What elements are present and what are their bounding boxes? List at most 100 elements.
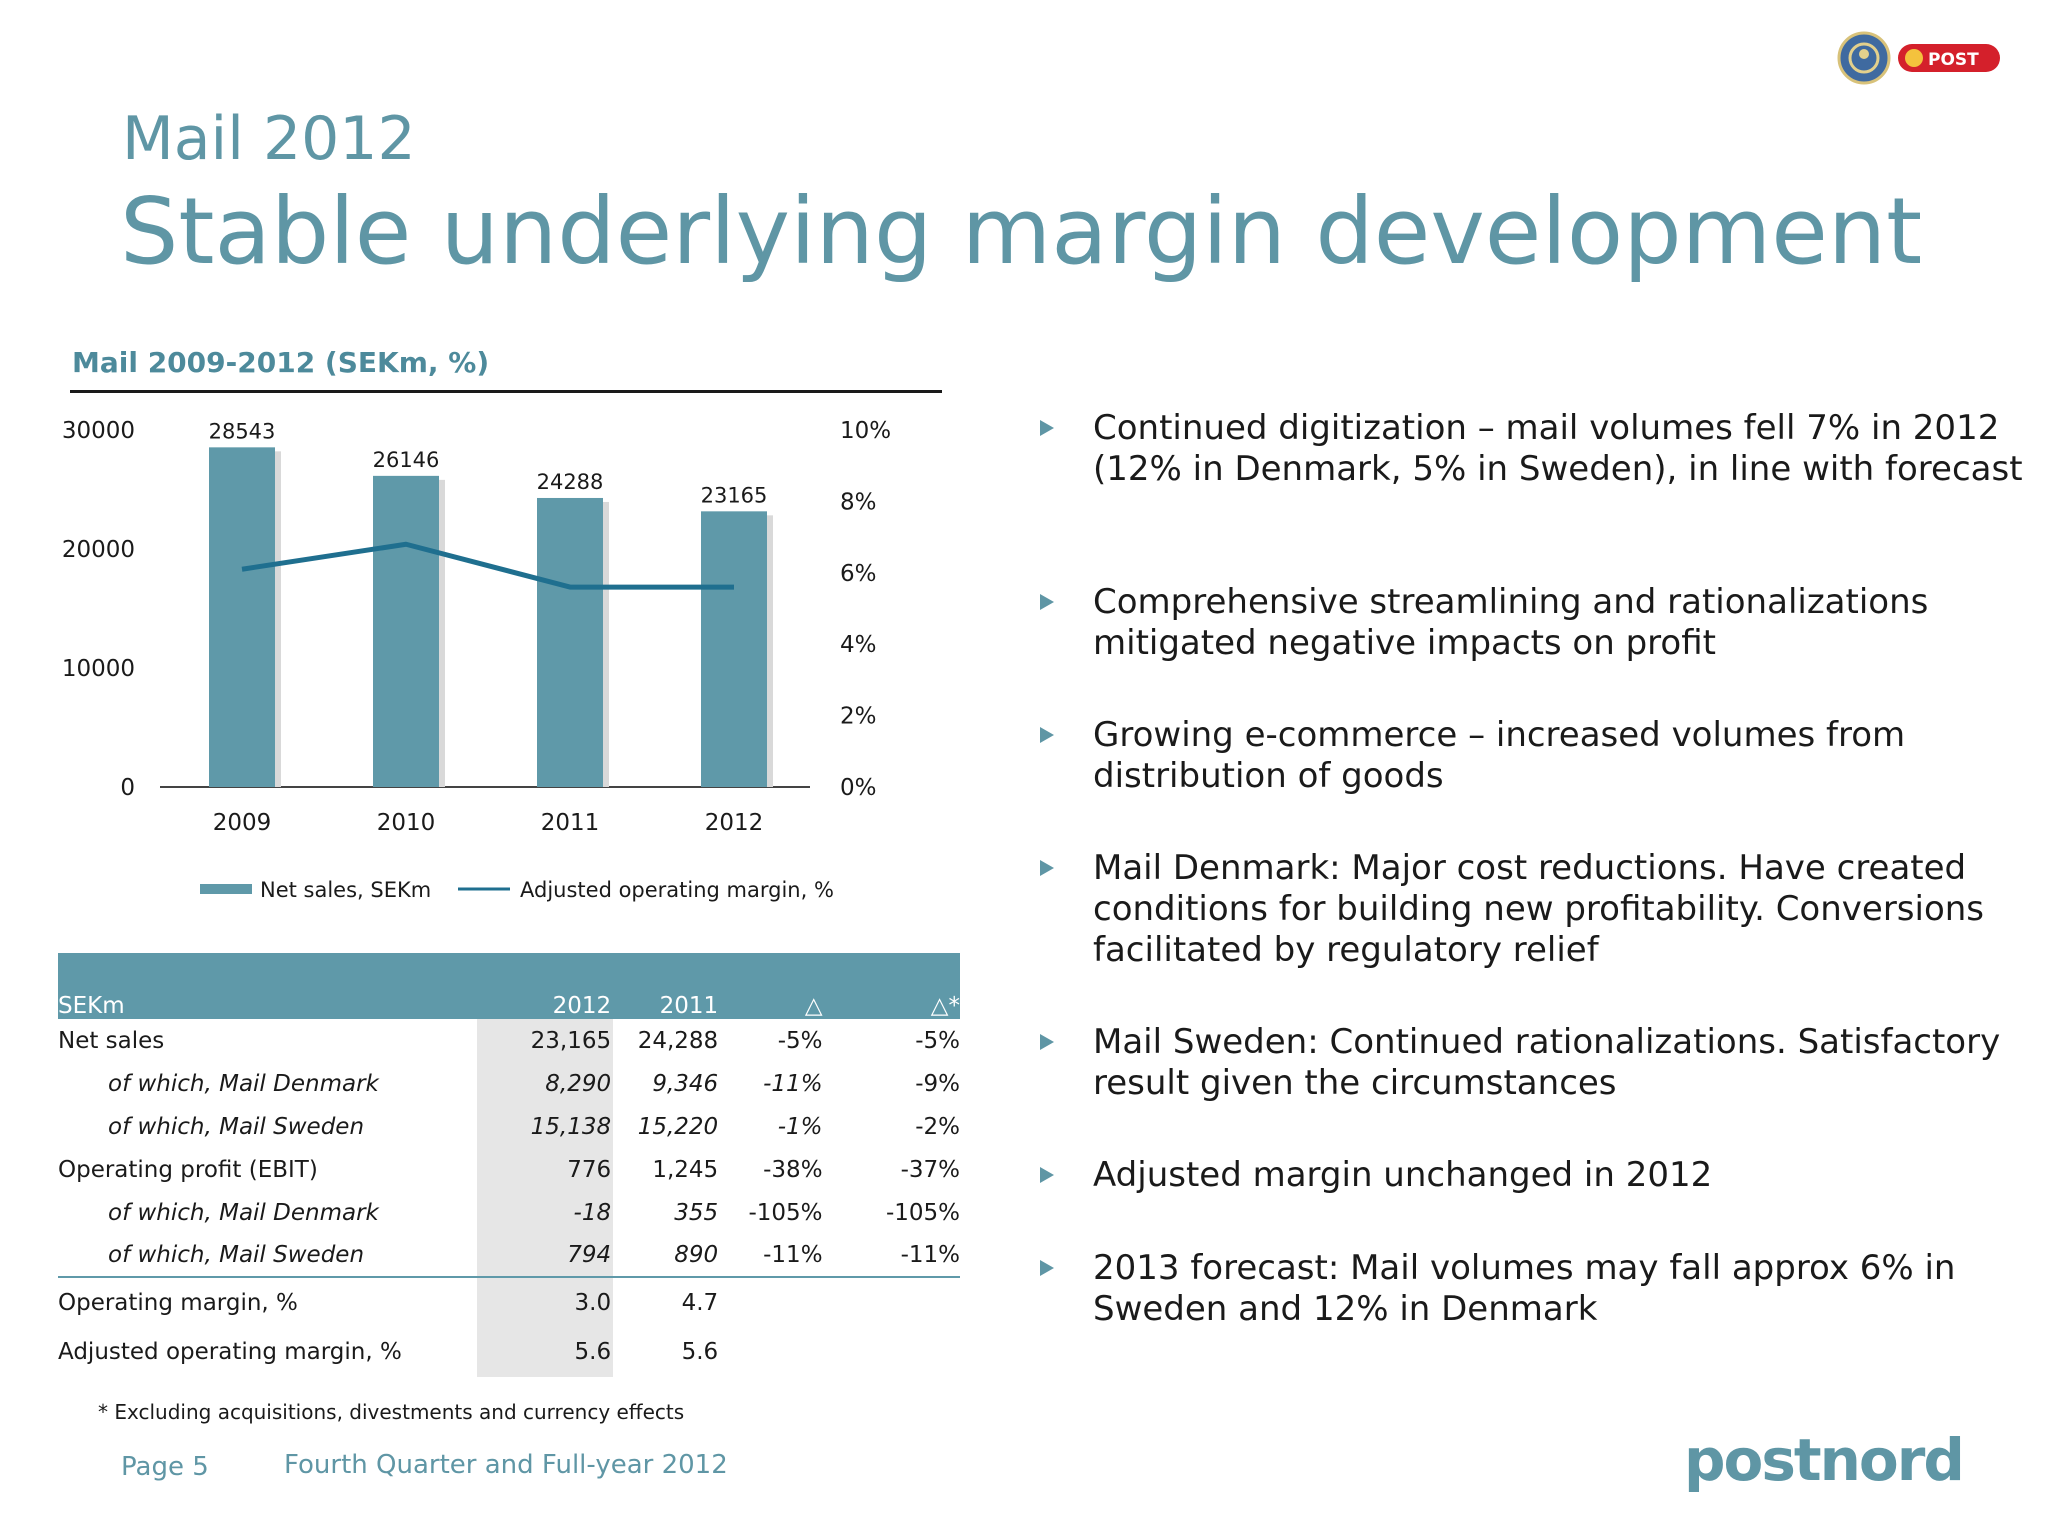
slide-supertitle: Mail 2012 (122, 104, 416, 174)
row-label: Operating profit (EBIT) (58, 1156, 318, 1183)
bar-value-label: 28543 (209, 419, 276, 443)
y-left-tick-label: 0 (120, 775, 135, 801)
y-right-tick-label: 10% (840, 418, 891, 444)
cell-change-adjusted: -105% (885, 1199, 960, 1226)
y-right-tick-label: 2% (840, 704, 877, 730)
x-tick-label: 2009 (213, 810, 272, 836)
y-left-tick-label: 30000 (62, 418, 135, 444)
cell-2012: 15,138 (476, 1105, 614, 1148)
table-row: of which, Mail Sweden 15,138 15,220 -1% … (58, 1105, 960, 1148)
cell-change-adjusted: -2% (915, 1113, 960, 1140)
cell-change: -11% (718, 1234, 823, 1278)
cell-change-adjusted: -11% (822, 1234, 960, 1278)
row-label: of which, Mail Sweden (108, 1113, 365, 1140)
footer-report-title: Fourth Quarter and Full-year 2012 (284, 1450, 728, 1480)
table-row: of which, Mail Sweden 794 890 -11% -11% (58, 1234, 960, 1278)
post-danmark-logo: POST (1898, 44, 2000, 72)
cell-2012: 23,165 (476, 1019, 614, 1062)
y-left-tick-label: 10000 (62, 656, 135, 682)
heading-divider (70, 390, 942, 393)
bullet-text: Continued digitization – mail volumes fe… (1093, 408, 2023, 489)
header-2011: 2011 (613, 953, 719, 1019)
cell-2012: -18 (476, 1191, 614, 1234)
cell-2012: 5.6 (476, 1327, 614, 1377)
cell-change-adjusted: -5% (915, 1027, 960, 1054)
page-number: Page 5 (121, 1452, 209, 1482)
bar (701, 511, 767, 787)
cell-2012: 794 (476, 1234, 614, 1278)
table-header-row: SEKm 2012 2011 △ △* (58, 953, 960, 1019)
cell-change-adjusted: -9% (915, 1070, 960, 1097)
cell-2011: 9,346 (652, 1070, 719, 1097)
row-label: Adjusted operating margin, % (58, 1339, 402, 1365)
cell-2011: 1,245 (652, 1156, 719, 1183)
financial-table: SEKm 2012 2011 △ △* Net sales 23,165 24,… (58, 953, 960, 1377)
bar-value-label: 24288 (537, 470, 604, 494)
header-change: △ (718, 953, 823, 1019)
cell-2011: 355 (674, 1199, 719, 1226)
bullet-text: Adjusted margin unchanged in 2012 (1093, 1155, 1713, 1195)
bullet-text: Mail Sweden: Continued rationalizations.… (1093, 1022, 2001, 1103)
legend-bar-label: Net sales, SEKm (260, 878, 431, 902)
x-tick-label: 2011 (541, 810, 600, 836)
postnord-logo: postnord (1684, 1426, 1965, 1494)
cell-change-adjusted (823, 1327, 960, 1377)
y-right-tick-label: 8% (840, 489, 877, 515)
cell-change: -105% (748, 1199, 823, 1226)
posten-crest-icon (1837, 31, 1891, 85)
cell-2011: 4.7 (681, 1289, 719, 1316)
cell-change-adjusted (823, 1277, 960, 1327)
sales-margin-chart: 0 10000 20000 30000 0% 2% 4% 6% 8% 10% 28543 2614… (62, 418, 891, 902)
cell-change: -1% (777, 1113, 823, 1140)
cell-2012: 3.0 (476, 1277, 614, 1327)
bullet-text: 2013 forecast: Mail volumes may fall app… (1093, 1248, 1956, 1329)
chart-heading: Mail 2009-2012 (SEKm, %) (72, 346, 490, 379)
table-row: of which, Mail Denmark -18 355 -105% -10… (58, 1191, 960, 1234)
cell-2011: 5.6 (681, 1339, 719, 1365)
row-label: of which, Mail Denmark (108, 1070, 379, 1097)
cell-change: -5% (777, 1027, 823, 1054)
table-row: Operating profit (EBIT) 776 1,245 -38% -… (58, 1148, 960, 1191)
header-sekm: SEKm (58, 953, 477, 1019)
y-right-tick-label: 6% (840, 561, 877, 587)
cell-2012: 776 (476, 1148, 614, 1191)
cell-change (718, 1277, 822, 1327)
bar (209, 447, 275, 787)
table-row: Operating margin, % 3.0 4.7 (58, 1277, 960, 1327)
table-footnote: * Excluding acquisitions, divestments an… (98, 1400, 685, 1424)
bar-value-label: 26146 (373, 448, 440, 472)
margin-line (241, 541, 734, 590)
row-label: of which, Mail Denmark (108, 1199, 379, 1226)
header-change-adjusted: △* (822, 953, 960, 1019)
table-row: Net sales 23,165 24,288 -5% -5% (58, 1019, 960, 1062)
bullet-text: Mail Denmark: Major cost reductions. Hav… (1093, 848, 1985, 970)
y-left-tick-label: 20000 (62, 537, 135, 563)
table-row: of which, Mail Denmark 8,290 9,346 -11% … (58, 1062, 960, 1105)
cell-2011: 890 (613, 1234, 719, 1278)
x-tick-label: 2010 (377, 810, 436, 836)
logos: POST (1837, 31, 2000, 85)
bullet-text: Comprehensive streamlining and rationali… (1093, 582, 1929, 663)
legend-bar-swatch (200, 884, 252, 894)
row-label: of which, Mail Sweden (58, 1234, 477, 1278)
bar-value-label: 23165 (701, 483, 768, 507)
header-2012: 2012 (476, 953, 614, 1019)
y-right-tick-label: 0% (840, 775, 877, 801)
bullet-arrow-icon (1040, 1034, 1054, 1050)
cell-change-adjusted: -37% (900, 1156, 960, 1183)
bar (373, 475, 439, 787)
row-label: Operating margin, % (58, 1289, 298, 1316)
cell-change (718, 1327, 822, 1377)
bar (537, 497, 603, 787)
bullet-arrow-icon (1040, 727, 1054, 743)
slide-title: Stable underlying margin development (120, 178, 1923, 285)
cell-change: -11% (763, 1070, 823, 1097)
legend-line-label: Adjusted operating margin, % (520, 878, 834, 902)
cell-2011: 15,220 (637, 1113, 719, 1140)
y-right-tick-label: 4% (840, 632, 877, 658)
bullet-arrow-icon (1040, 1260, 1054, 1276)
bullet-arrow-icon (1040, 1167, 1054, 1183)
table-row: Adjusted operating margin, % 5.6 5.6 (58, 1327, 960, 1377)
bullet-text: Growing e-commerce – increased volumes f… (1093, 715, 1906, 796)
row-label: Net sales (58, 1027, 165, 1054)
